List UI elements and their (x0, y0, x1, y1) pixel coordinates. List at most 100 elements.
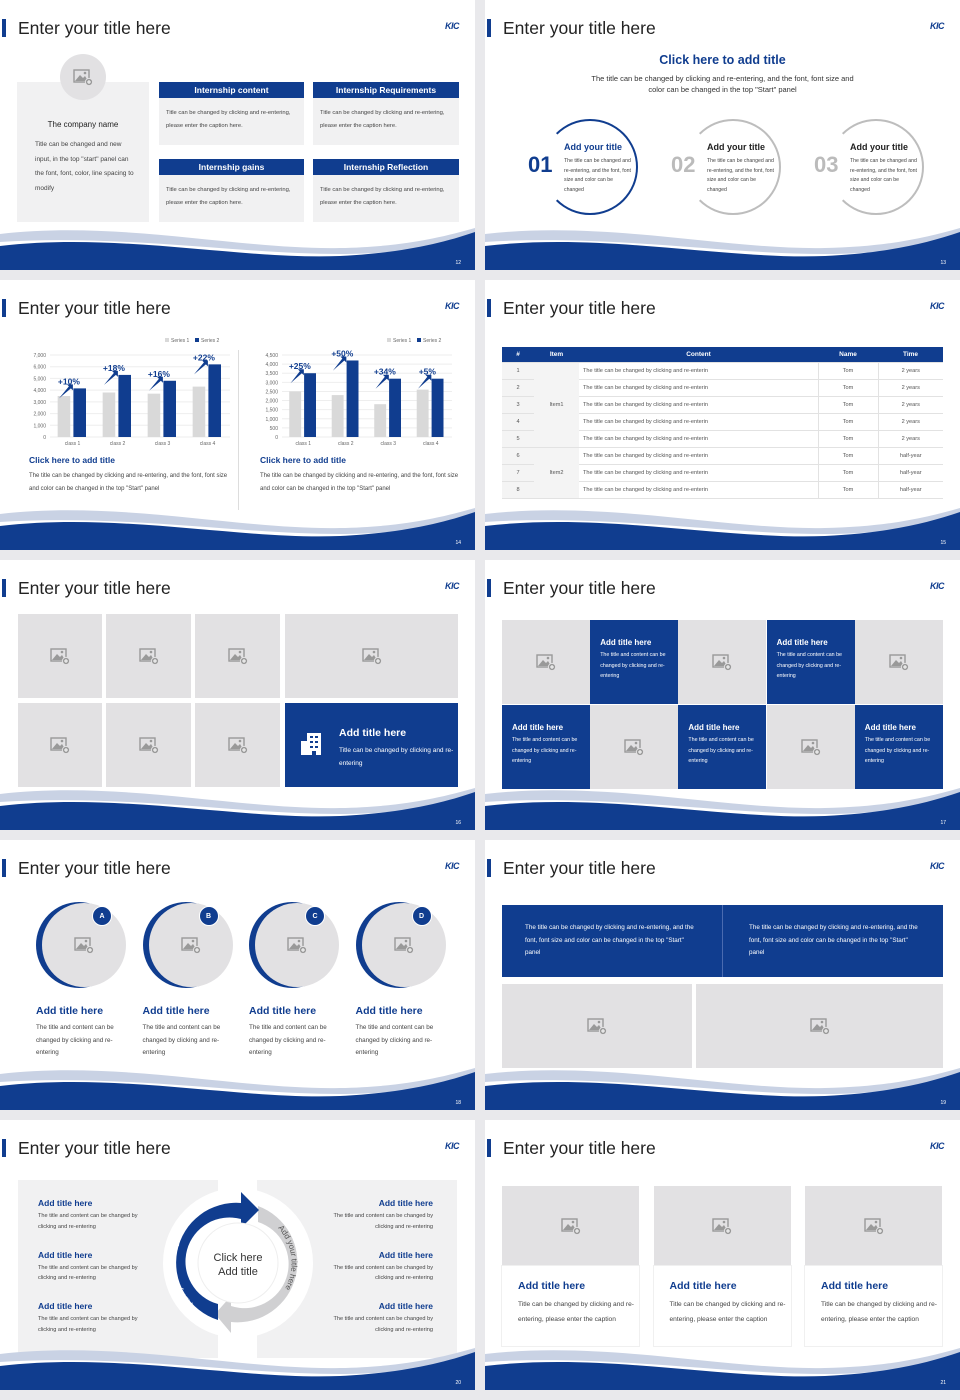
slide-18[interactable]: Enter your title here KIC A Add title her… (0, 840, 475, 1110)
tile-title: Add title here (688, 723, 740, 732)
legend-swatch (195, 338, 199, 342)
y-tick-label: 3,500 (265, 371, 278, 377)
bar (374, 404, 387, 437)
image-placeholder[interactable] (148, 903, 233, 987)
box-header: Internship Reflection (313, 159, 459, 175)
image-placeholder[interactable] (678, 620, 767, 704)
cell-name: Tom (818, 447, 879, 465)
image-placeholder[interactable] (195, 614, 280, 698)
tile-text: The title and content can be changed by … (776, 652, 842, 679)
image-placeholder[interactable] (255, 903, 339, 987)
image-placeholder[interactable] (18, 614, 102, 698)
y-tick-label: 6,000 (33, 365, 46, 371)
x-tick-label: class 1 (65, 441, 81, 447)
slide-title[interactable]: Enter your title here (503, 298, 656, 318)
bar (57, 396, 71, 437)
slide-title[interactable]: Enter your title here (18, 578, 171, 598)
step-circle (685, 119, 781, 215)
slide-title[interactable]: Enter your title here (18, 1138, 171, 1158)
x-tick-label: class 4 (423, 441, 439, 447)
cell-number: 4 (502, 413, 534, 431)
growth-arrow (149, 376, 163, 391)
table-row: 6 Item2 The title can be changed by clicki… (502, 447, 943, 499)
text-banner: The title can be changed by clicking and… (502, 905, 943, 977)
bottom-wave (485, 1348, 960, 1390)
cell-content: The title can be changed by clicking and… (579, 447, 819, 465)
cell-number: 3 (502, 396, 534, 414)
logo: KIC (445, 861, 460, 871)
item-title: Add title here (38, 1249, 93, 1260)
column-header: Item (534, 347, 579, 363)
growth-arrow (418, 374, 432, 389)
image-placeholder[interactable] (42, 903, 126, 987)
image-placeholder[interactable] (502, 984, 692, 1068)
cell-name: Tom (818, 481, 879, 499)
slide-19[interactable]: Enter your title here KIC The title can b… (485, 840, 960, 1110)
image-placeholder[interactable] (195, 703, 280, 787)
slide-17[interactable]: Enter your title here KIC Add title here Th… (485, 560, 960, 830)
growth-label: +34% (374, 367, 396, 377)
image-add-icon (227, 648, 248, 665)
slide-13[interactable]: Enter your title here KIC Click here to a… (485, 0, 960, 270)
slide-20[interactable]: Enter your title here KIC Add title here … (0, 1120, 475, 1390)
image-add-icon (393, 937, 414, 954)
y-tick-label: 3,000 (33, 400, 46, 406)
cycle-diagram: Add your title here Add your title here (163, 1188, 313, 1338)
item-text: The title and content can be changed by … (333, 1316, 433, 1333)
slide-15[interactable]: Enter your title here KIC # Item Content Nam… (485, 280, 960, 550)
text-tile: Add title here The title and content can … (502, 705, 590, 789)
text-tile: Add title here The title and content can … (766, 620, 855, 704)
image-placeholder[interactable] (502, 620, 590, 704)
subtitle: The title can be changed by clicking and… (591, 74, 854, 94)
cell-content: The title can be changed by clicking and… (579, 481, 819, 499)
image-add-icon (800, 739, 821, 756)
image-placeholder[interactable] (106, 703, 191, 787)
logo: KIC (445, 581, 460, 591)
slide-16[interactable]: Enter your title here KIC Add title here … (0, 560, 475, 830)
card-title: Add title here (821, 1280, 889, 1292)
slide-14[interactable]: Enter your title here KIC 0 1,000 2,000 3,00… (0, 280, 475, 550)
growth-arrow (194, 360, 208, 375)
image-placeholder[interactable] (590, 705, 679, 789)
slide-title[interactable]: Enter your title here (503, 578, 656, 598)
item-title: Add title here (36, 1005, 104, 1017)
image-placeholder[interactable] (106, 614, 191, 698)
slide-21[interactable]: Enter your title here KIC Add title here … (485, 1120, 960, 1390)
bottom-wave (0, 1068, 475, 1110)
bar (192, 386, 206, 437)
title-accent-bar (2, 1139, 6, 1157)
image-placeholder[interactable] (60, 54, 106, 100)
table-row: 1 Item1 The title can be changed by clicki… (502, 362, 943, 448)
image-placeholder[interactable] (766, 705, 855, 789)
image-placeholder[interactable] (285, 614, 458, 698)
image-add-icon (227, 737, 248, 754)
bar (331, 395, 344, 437)
x-tick-label: class 1 (295, 441, 311, 447)
slide-12[interactable]: Enter your title here KIC The company nam… (0, 0, 475, 270)
cell-number: 1 (502, 362, 534, 380)
image-placeholder[interactable] (18, 703, 102, 787)
logo: KIC (445, 301, 460, 311)
image-placeholder[interactable] (653, 1186, 791, 1266)
image-placeholder[interactable] (696, 984, 943, 1068)
image-placeholder[interactable] (361, 903, 446, 987)
slide-title[interactable]: Enter your title here (18, 858, 171, 878)
image-placeholder[interactable] (854, 620, 943, 704)
image-add-icon (712, 654, 733, 671)
slide-title[interactable]: Enter your title here (18, 298, 171, 318)
legend-label: Series 1 (171, 338, 190, 344)
slide-title[interactable]: Enter your title here (503, 18, 656, 38)
growth-arrow (290, 369, 304, 384)
page-number: 15 (940, 540, 946, 546)
tile-text: The title and content can be changed by … (864, 737, 931, 764)
cell-name: Tom (818, 379, 879, 397)
slide-title[interactable]: Enter your title here (503, 1138, 656, 1158)
image-placeholder[interactable] (502, 1186, 639, 1266)
cell-number: 2 (502, 379, 534, 397)
slide-title[interactable]: Enter your title here (18, 18, 171, 38)
y-tick-label: 1,000 (33, 423, 46, 429)
step-circle (828, 119, 924, 215)
y-tick-label: 2,000 (33, 412, 46, 418)
image-placeholder[interactable] (805, 1186, 942, 1266)
slide-title[interactable]: Enter your title here (503, 858, 656, 878)
